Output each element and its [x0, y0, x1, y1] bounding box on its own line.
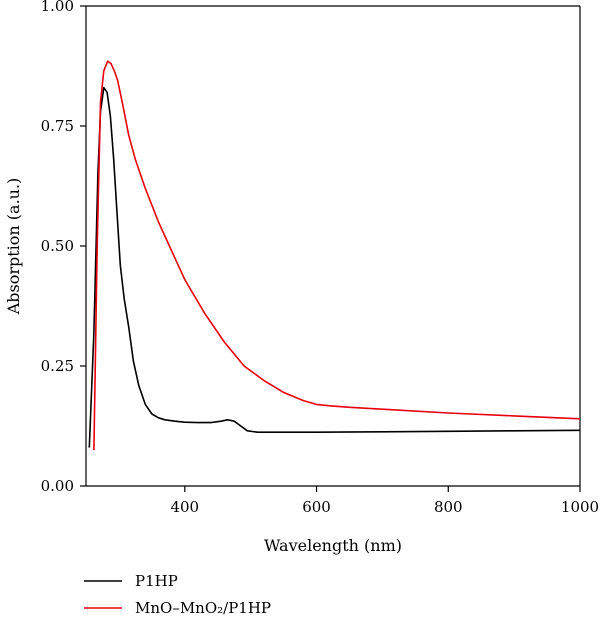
x-axis-title: Wavelength (nm) — [264, 536, 402, 555]
y-tick-label: 0.00 — [41, 477, 74, 495]
legend-label-1: P1HP — [135, 572, 178, 590]
x-tick-label: 800 — [434, 498, 463, 516]
y-tick-label: 0.50 — [41, 237, 74, 255]
y-axis-title: Absorption (a.u.) — [4, 178, 23, 316]
series-lines — [88, 60, 581, 451]
x-ticks: 400 600 800 1000 — [170, 486, 599, 516]
series-line-1 — [88, 86, 581, 448]
series-line-2 — [93, 60, 581, 451]
legend: P1HP MnO–MnO₂/P1HP — [84, 572, 271, 617]
y-tick-label: 0.25 — [41, 357, 74, 375]
y-tick-label: 0.75 — [41, 117, 74, 135]
x-tick-label: 1000 — [561, 498, 599, 516]
y-tick-label: 1.00 — [41, 0, 74, 15]
x-tick-label: 600 — [302, 498, 331, 516]
x-tick-label: 400 — [170, 498, 199, 516]
legend-label-2: MnO–MnO₂/P1HP — [135, 599, 271, 617]
y-ticks: 0.00 0.25 0.50 0.75 1.00 — [41, 0, 86, 495]
plot-frame — [85, 5, 581, 487]
